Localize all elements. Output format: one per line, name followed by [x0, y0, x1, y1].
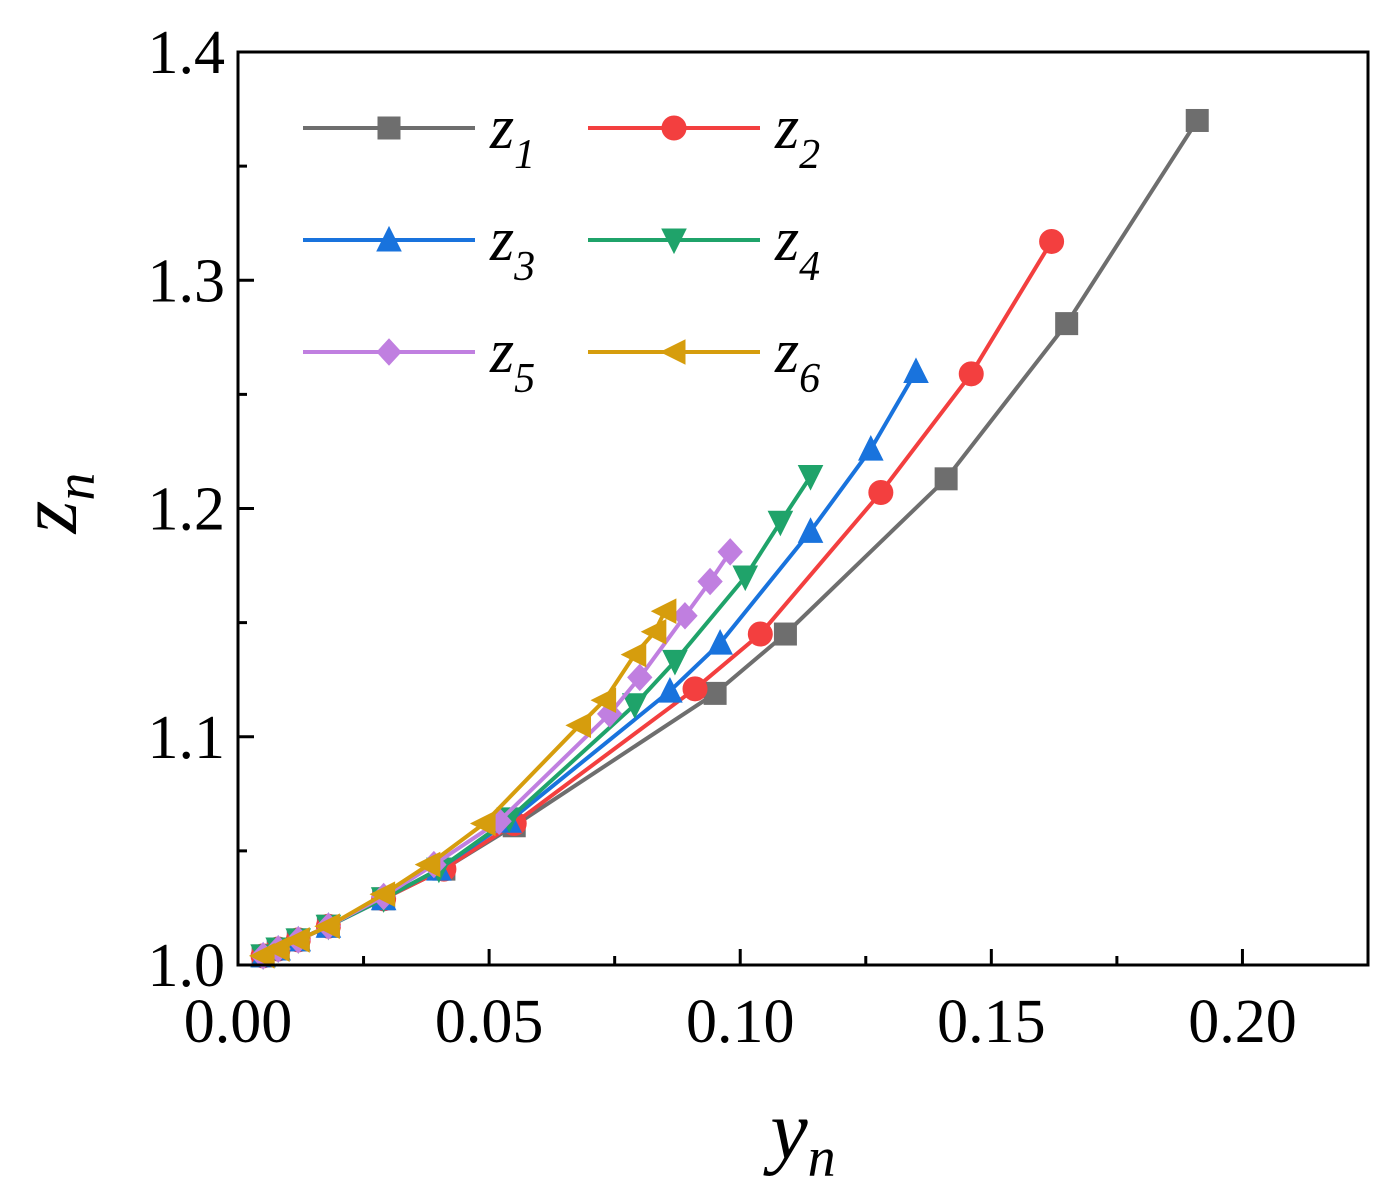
- y-axis-title-sub: n: [45, 473, 107, 501]
- legend-item-4: z4: [588, 206, 820, 290]
- data-point: [857, 435, 884, 461]
- legend-item-6: z6: [588, 318, 820, 402]
- data-point: [773, 622, 797, 646]
- legend-label-sub: 5: [514, 356, 535, 402]
- legend-marker: [659, 339, 686, 365]
- data-point: [620, 641, 647, 668]
- data-point: [903, 357, 929, 384]
- tick-layer: 0.00 0.05 0.10 0.15 0.20 1.0 1.1 1.2 1.3 1.4: [148, 19, 1297, 1056]
- legend-marker: [661, 115, 687, 141]
- x-tick-label: 0.15: [937, 988, 1046, 1056]
- data-point: [732, 565, 759, 592]
- data-point: [747, 621, 773, 647]
- y-tick-label: 1.1: [148, 704, 226, 772]
- data-point: [697, 567, 723, 596]
- data-point: [565, 712, 592, 739]
- data-point: [264, 936, 290, 962]
- data-point: [934, 467, 958, 491]
- legend-marker: [377, 116, 401, 140]
- legend-marker: [376, 338, 402, 366]
- data-point: [682, 676, 708, 702]
- data-point: [640, 618, 667, 645]
- legend-label: z6: [774, 318, 820, 402]
- x-tick-label: 0.05: [435, 988, 544, 1056]
- data-point: [1055, 312, 1079, 336]
- legend-label-base: z: [774, 94, 799, 162]
- data-point: [717, 538, 743, 566]
- legend-item-3: z3: [303, 206, 535, 290]
- data-point: [369, 881, 396, 908]
- legend-item-5: z5: [303, 318, 535, 402]
- legend-label: z1: [489, 94, 535, 178]
- data-point: [1039, 228, 1065, 254]
- data-point: [672, 602, 698, 630]
- legend-marker: [661, 228, 687, 255]
- data-point: [797, 465, 824, 491]
- data-point: [797, 517, 824, 543]
- x-axis-title: yn: [762, 1084, 835, 1189]
- x-tick-label: 0.20: [1188, 988, 1297, 1056]
- legend-label-base: z: [489, 206, 514, 274]
- data-point: [590, 687, 617, 714]
- x-axis-title-base: y: [762, 1084, 808, 1177]
- legend-label-base: z: [489, 94, 514, 162]
- data-point: [284, 927, 310, 953]
- data-point: [657, 676, 683, 703]
- data-point: [767, 510, 794, 537]
- legend-item-2: z2: [588, 94, 820, 178]
- x-tick-label: 0.00: [184, 988, 293, 1056]
- legend-label-sub: 3: [513, 244, 535, 290]
- legend-label-base: z: [489, 318, 514, 386]
- legend-label-base: z: [774, 206, 799, 274]
- y-tick-label: 1.2: [148, 476, 226, 544]
- data-point: [469, 810, 496, 837]
- legend-label: z4: [774, 206, 820, 290]
- legend-label-sub: 1: [514, 132, 535, 178]
- data-point: [414, 851, 441, 878]
- legend-marker: [376, 225, 402, 252]
- data-point: [314, 913, 340, 940]
- legend-label: z2: [774, 94, 820, 178]
- y-tick-label: 1.4: [148, 19, 226, 87]
- y-axis-title-base: z: [2, 501, 95, 535]
- legend-label: z3: [489, 206, 535, 290]
- y-tick-label: 1.0: [148, 932, 226, 1000]
- data-point: [707, 629, 733, 655]
- data-point: [627, 663, 653, 692]
- legend-label-base: z: [774, 318, 799, 386]
- legend-label-sub: 6: [799, 356, 820, 402]
- data-point: [1185, 108, 1209, 132]
- legend-label-sub: 4: [799, 244, 820, 290]
- legend-item-1: z1: [303, 94, 535, 178]
- data-point: [650, 598, 677, 625]
- legend-label-sub: 2: [799, 132, 820, 178]
- data-point: [868, 480, 894, 506]
- y-axis-title: zn: [2, 473, 107, 535]
- x-tick-label: 0.10: [686, 988, 795, 1056]
- legend-label: z5: [489, 318, 535, 402]
- data-point: [662, 649, 688, 676]
- x-axis-title-sub: n: [808, 1127, 836, 1189]
- y-tick-label: 1.3: [148, 247, 226, 315]
- series-layer: [248, 108, 1209, 970]
- series-6: [248, 598, 677, 969]
- data-point: [703, 681, 727, 705]
- data-point: [621, 693, 648, 719]
- data-point: [958, 361, 984, 387]
